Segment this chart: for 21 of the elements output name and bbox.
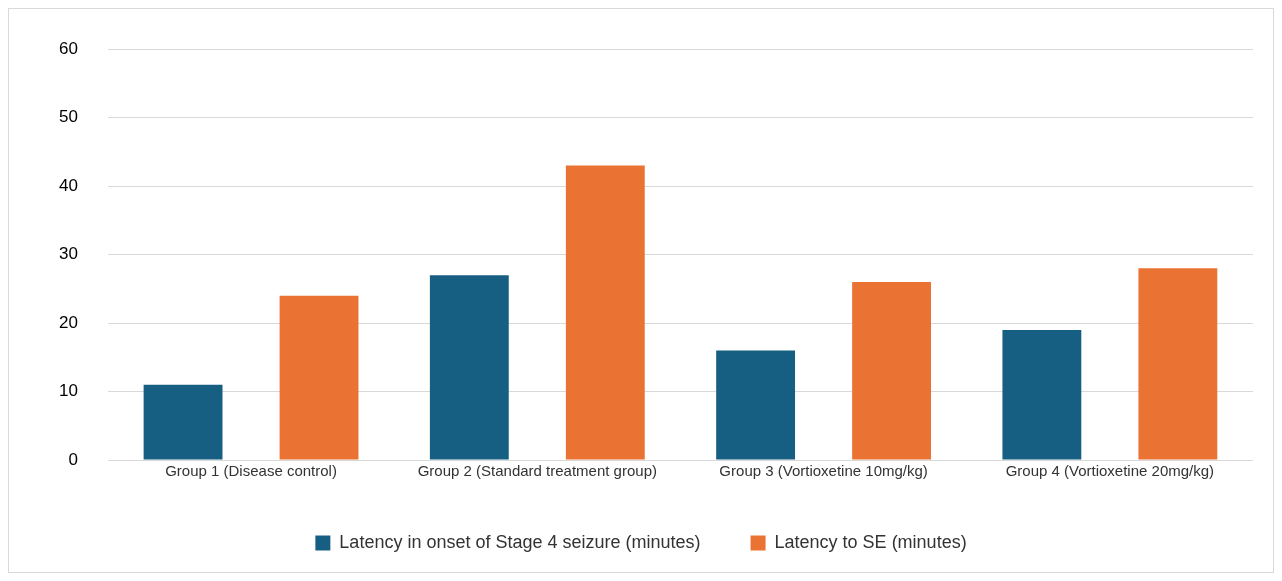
bar xyxy=(429,275,509,460)
y-tick-label: 10 xyxy=(58,381,78,401)
y-tick-label: 20 xyxy=(58,312,78,332)
legend-label: Latency in onset of Stage 4 seizure (minutes) xyxy=(339,531,701,552)
x-tick-label: Group 3 (Vortioxetine 10mg/kg) xyxy=(719,462,928,480)
y-tick-label: 60 xyxy=(58,38,78,58)
bar xyxy=(279,295,359,460)
y-tick-label: 0 xyxy=(68,449,78,469)
bar xyxy=(1138,268,1218,460)
bar xyxy=(716,350,796,460)
legend-label: Latency to SE (minutes) xyxy=(774,531,967,552)
y-tick-label: 30 xyxy=(58,244,78,264)
x-tick-label: Group 2 (Standard treatment group) xyxy=(417,462,657,480)
x-tick-label: Group 1 (Disease control) xyxy=(165,462,337,480)
bar xyxy=(1002,329,1082,460)
y-tick-label: 40 xyxy=(58,175,78,195)
x-tick-label: Group 4 (Vortioxetine 20mg/kg) xyxy=(1005,462,1215,480)
y-tick-label: 50 xyxy=(58,107,78,127)
bar xyxy=(852,281,932,460)
bar xyxy=(565,165,645,460)
bar xyxy=(143,384,223,460)
